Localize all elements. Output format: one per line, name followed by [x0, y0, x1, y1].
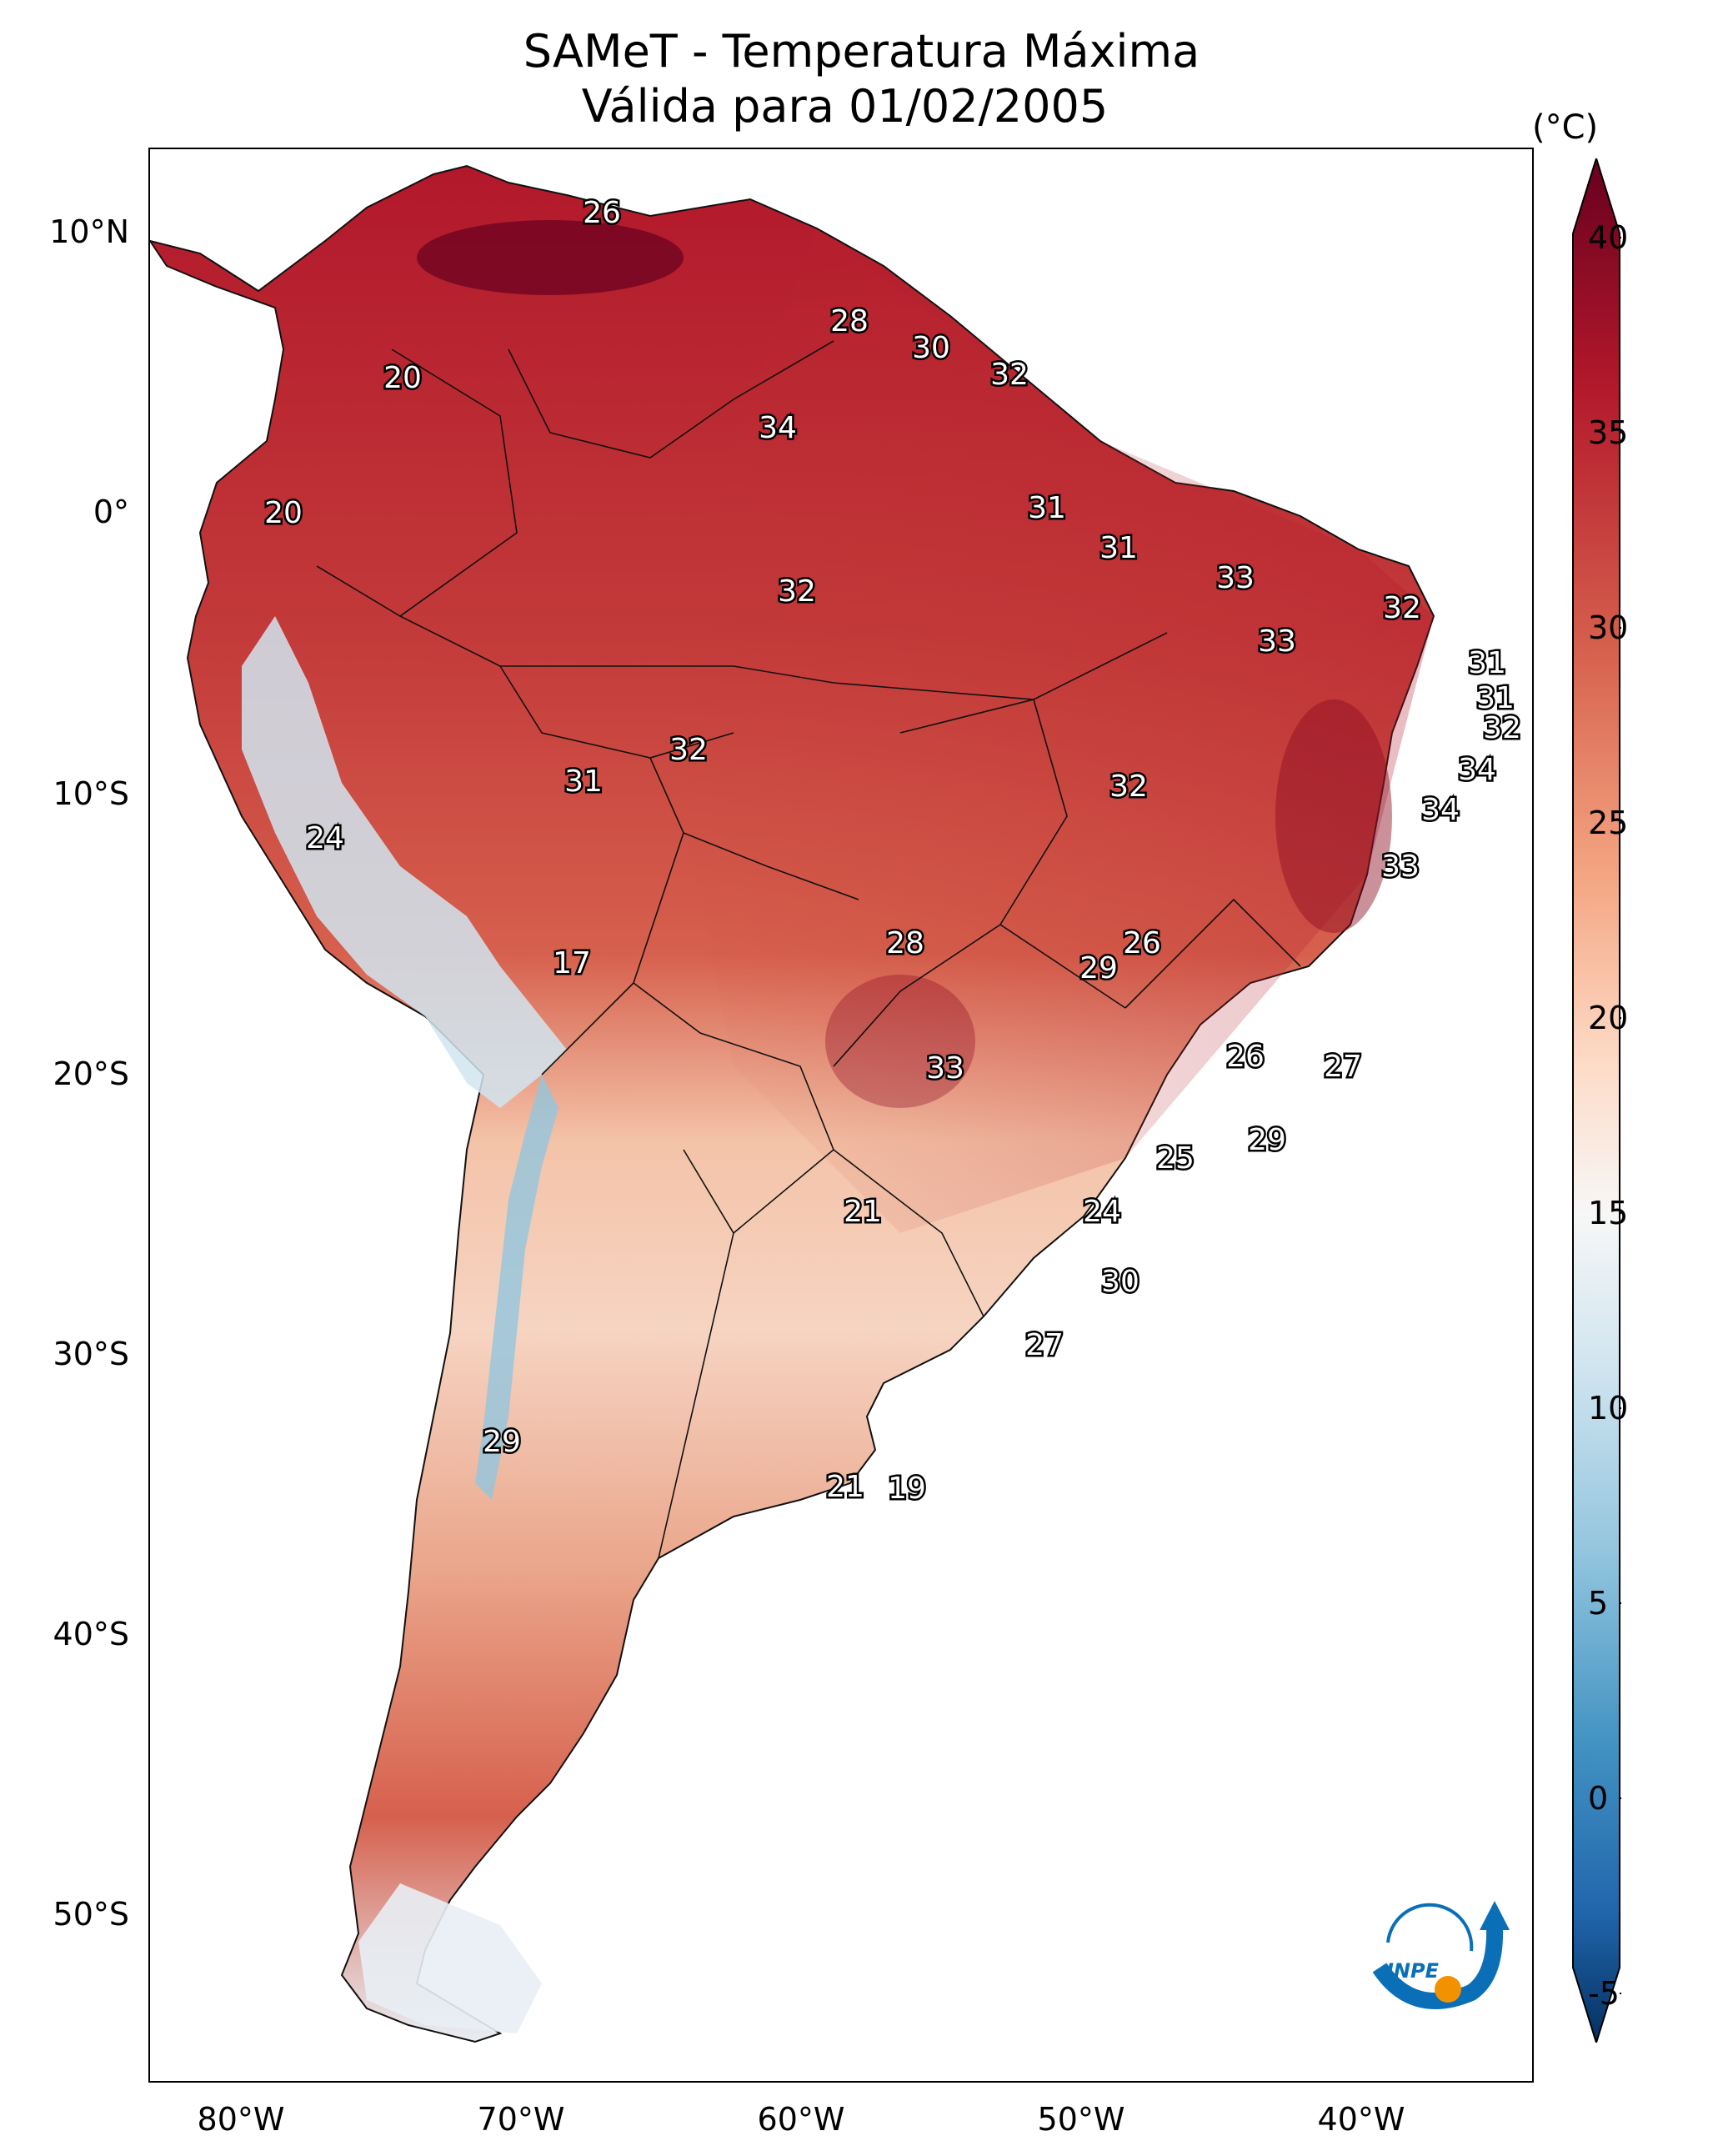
svg-text:INPE: INPE: [1386, 1959, 1440, 1983]
city-value: 21: [826, 1470, 864, 1504]
city-value: 31: [1476, 681, 1515, 715]
lon-label: 80°W: [197, 2101, 285, 2138]
city-value: 34: [1421, 793, 1460, 827]
city-value: 21: [844, 1195, 882, 1229]
colorbar-tick: -5: [1588, 1975, 1620, 2012]
city-value: 29: [483, 1425, 521, 1459]
colorbar-tick: 0: [1588, 1780, 1609, 1817]
city-value: 34: [759, 411, 797, 445]
lon-label: 60°W: [757, 2101, 845, 2138]
colorbar-tick: 25: [1588, 805, 1629, 841]
city-value: 20: [264, 496, 303, 530]
colorbar-tick: 20: [1588, 1000, 1629, 1036]
city-value: 33: [1381, 850, 1420, 884]
lat-label: 20°S: [53, 1055, 129, 1092]
city-value: 29: [1079, 951, 1118, 985]
map-title: SAMeT - Temperatura Máxima: [523, 25, 1200, 78]
andes-cold-region: [242, 616, 567, 1108]
country-borders: [316, 340, 1301, 1559]
hotspot-venezuela: [417, 220, 684, 295]
patagonia-cold: [358, 1883, 542, 2033]
colorbar-unit: (°C): [1532, 108, 1599, 147]
lat-label: 30°S: [53, 1336, 129, 1372]
lon-label: 70°W: [477, 2101, 565, 2138]
city-value: 31: [1099, 531, 1138, 565]
city-value: 25: [1156, 1141, 1195, 1176]
city-value: 24: [306, 821, 344, 855]
city-value: 31: [1028, 491, 1066, 525]
city-value: 31: [564, 765, 603, 799]
city-value: 31: [1468, 646, 1506, 680]
city-value: 26: [583, 196, 621, 230]
city-value: 19: [888, 1472, 926, 1506]
colorbar-tick: 10: [1588, 1390, 1629, 1426]
lat-label: 10°N: [49, 213, 129, 250]
city-value: 26: [1226, 1040, 1265, 1074]
city-value: 20: [383, 361, 422, 395]
colorbar-tick: 5: [1588, 1585, 1609, 1622]
colorbar: [1572, 158, 1621, 2043]
hotspot-mato-grosso: [825, 975, 975, 1108]
city-value: 32: [1483, 711, 1521, 745]
city-value: 26: [1123, 926, 1161, 960]
colorbar-tick: 15: [1588, 1195, 1629, 1231]
city-values: 26 28 30 32 20 34 20 31 31 33 32 32 33 3…: [263, 194, 1524, 1508]
city-value: 27: [1324, 1050, 1362, 1084]
lat-label: 50°S: [53, 1896, 129, 1933]
city-value: 34: [1458, 753, 1496, 787]
colorbar-tick: 40: [1588, 219, 1629, 256]
colorbar-tick: 35: [1588, 414, 1629, 451]
city-value: 32: [669, 733, 708, 767]
hotspot-northeast: [1275, 699, 1392, 933]
city-value: 24: [1083, 1195, 1121, 1229]
city-value: 32: [778, 574, 816, 609]
city-value: 28: [830, 304, 869, 338]
city-value: 30: [1101, 1265, 1139, 1299]
lat-label: 0°: [93, 494, 129, 530]
city-value: 32: [1383, 591, 1421, 625]
city-value: 27: [1025, 1328, 1064, 1362]
city-value: 33: [926, 1051, 964, 1086]
chile-andes-cold: [475, 1075, 558, 1500]
lon-label: 50°W: [1037, 2101, 1125, 2138]
city-value: 30: [912, 331, 950, 365]
city-value: 29: [1248, 1123, 1286, 1157]
lon-label: 40°W: [1317, 2101, 1405, 2138]
city-value: 33: [1258, 624, 1296, 659]
city-value: 28: [886, 926, 924, 960]
lat-label: 10°S: [53, 775, 129, 812]
city-value: 32: [1109, 770, 1148, 804]
map-subtitle: Válida para 01/02/2005: [581, 80, 1109, 133]
map-panel: 26 28 30 32 20 34 20 31 31 33 32 32 33 3…: [148, 148, 1534, 2083]
city-value: 32: [990, 358, 1029, 392]
city-value: 33: [1216, 561, 1255, 595]
lat-label: 40°S: [53, 1616, 129, 1652]
temperature-map: 26 28 30 32 20 34 20 31 31 33 32 32 33 3…: [150, 164, 1524, 2043]
city-value: 17: [553, 946, 591, 980]
inpe-logo: INPE: [1372, 1901, 1510, 2009]
colorbar-tick: 30: [1588, 609, 1629, 646]
